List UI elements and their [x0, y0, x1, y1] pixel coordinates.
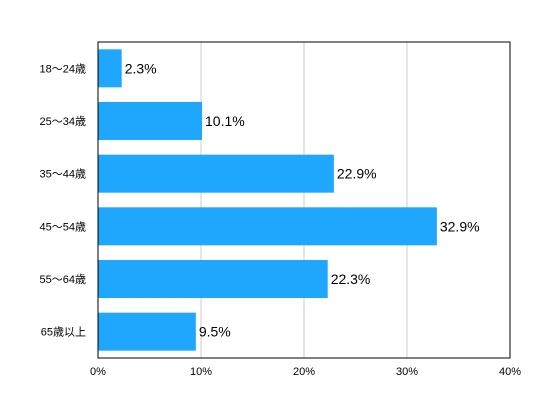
- x-tick-label-3: 30%: [396, 366, 418, 378]
- category-label-0: 18〜24歳: [40, 62, 86, 75]
- value-label-2: 22.9%: [337, 166, 377, 182]
- category-label-1: 25〜34歳: [40, 115, 86, 128]
- value-label-0: 2.3%: [125, 60, 157, 76]
- bar-3: [98, 207, 437, 246]
- bar-4: [98, 260, 328, 298]
- category-label-4: 55〜64歳: [40, 273, 86, 286]
- plot-frame: [97, 41, 511, 359]
- category-label-5: 65歳以上: [41, 326, 86, 339]
- label-layer: 2.3% 18〜24歳 10.1% 25〜34歳 22.9% 35〜44歳 32.9% 45〜…: [40, 60, 522, 378]
- bar-0: [98, 49, 122, 88]
- value-label-5: 9.5%: [199, 324, 231, 340]
- bar-5: [98, 312, 196, 351]
- grid-layer: [200, 42, 408, 358]
- bar-2: [98, 154, 334, 193]
- bar-layer: [98, 49, 437, 351]
- x-tick-label-1: 10%: [190, 366, 212, 378]
- value-label-1: 10.1%: [205, 113, 245, 129]
- x-tick-label-4: 40%: [499, 366, 521, 378]
- value-label-3: 32.9%: [440, 218, 480, 234]
- value-label-4: 22.3%: [331, 271, 371, 287]
- x-tick-label-0: 0%: [90, 366, 106, 378]
- bar-1: [98, 102, 203, 140]
- category-label-3: 45〜54歳: [40, 220, 86, 233]
- x-tick-label-2: 20%: [293, 366, 315, 378]
- category-label-2: 35〜44歳: [40, 168, 86, 181]
- plot-border: [97, 41, 511, 359]
